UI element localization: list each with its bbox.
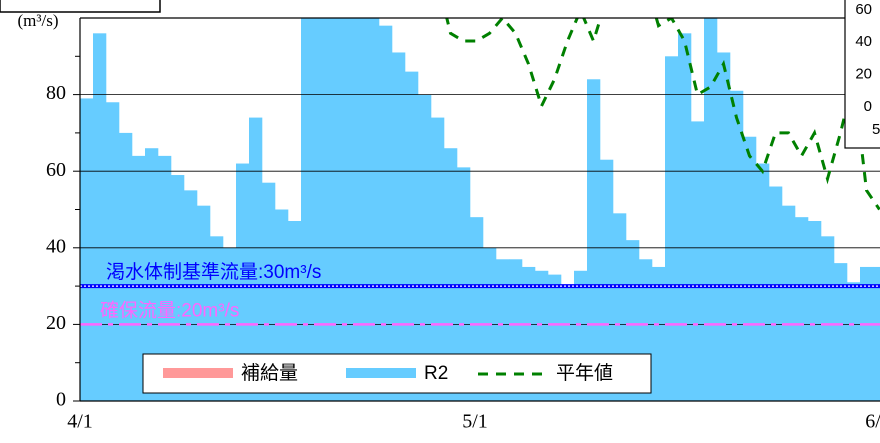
bar — [379, 25, 393, 401]
bar — [717, 52, 731, 401]
bar — [678, 33, 692, 401]
plot-area — [80, 18, 880, 401]
bar — [184, 190, 198, 401]
bar — [405, 71, 419, 401]
legend-label: R2 — [424, 363, 448, 384]
bar — [119, 132, 133, 401]
bar — [444, 148, 458, 401]
bar — [730, 90, 744, 401]
y-tick-label: 0 — [56, 389, 66, 411]
line-series — [445, 18, 880, 211]
bar — [769, 186, 783, 401]
inset-box — [844, 0, 880, 149]
unit-label: (m³/s) — [18, 11, 59, 30]
x-tick-label: 4/1 — [67, 411, 93, 433]
x-tick-label: 6/1 — [865, 411, 880, 433]
bar — [873, 266, 880, 401]
legend-swatch — [163, 368, 233, 378]
bar — [132, 155, 146, 401]
bar — [93, 33, 107, 401]
inset-y-tick-label: 0 — [864, 98, 872, 115]
bar — [301, 18, 315, 401]
bar — [834, 263, 848, 401]
reference-label: 渇水体制基準流量:30m³/s — [106, 261, 321, 283]
inset-y-tick-label: 20 — [855, 66, 872, 83]
bar — [860, 266, 874, 401]
bar — [808, 220, 822, 401]
bar — [665, 56, 679, 401]
bar — [392, 52, 406, 401]
y-tick-label: 80 — [46, 82, 66, 104]
bar — [262, 182, 276, 401]
bar — [821, 236, 835, 401]
inset-y-tick-label: 40 — [855, 33, 872, 50]
bar — [197, 205, 211, 401]
bar — [145, 148, 159, 401]
bar — [600, 159, 614, 401]
bar — [327, 18, 341, 401]
bar — [106, 102, 120, 401]
bar — [704, 18, 718, 401]
bar — [756, 163, 770, 401]
bar — [587, 79, 601, 401]
inset-y-tick-label: 60 — [855, 1, 872, 18]
bar — [158, 155, 172, 401]
legend-swatch — [346, 368, 416, 378]
bar — [340, 18, 354, 401]
bar — [236, 163, 250, 401]
bar — [691, 121, 705, 401]
x-tick-label: 5/1 — [462, 411, 488, 433]
y-tick-label: 20 — [46, 312, 66, 334]
bar — [431, 117, 445, 401]
bar — [847, 282, 861, 401]
reference-label: 確保流量:20m³/s — [100, 299, 239, 321]
bar — [249, 117, 263, 401]
bar — [795, 217, 809, 401]
header-box — [0, 0, 161, 13]
bar — [366, 18, 380, 401]
legend-label: 平年値 — [556, 362, 613, 384]
bar — [80, 98, 94, 401]
bar — [275, 209, 289, 401]
bar — [353, 18, 367, 401]
bar — [314, 18, 328, 401]
y-tick-label: 60 — [46, 159, 66, 181]
bar — [782, 205, 796, 401]
y-tick-label: 40 — [46, 235, 66, 257]
inset-x-label: 5 — [872, 121, 880, 138]
bar — [743, 136, 757, 401]
legend-label: 補給量 — [241, 362, 298, 384]
bar — [652, 266, 666, 401]
